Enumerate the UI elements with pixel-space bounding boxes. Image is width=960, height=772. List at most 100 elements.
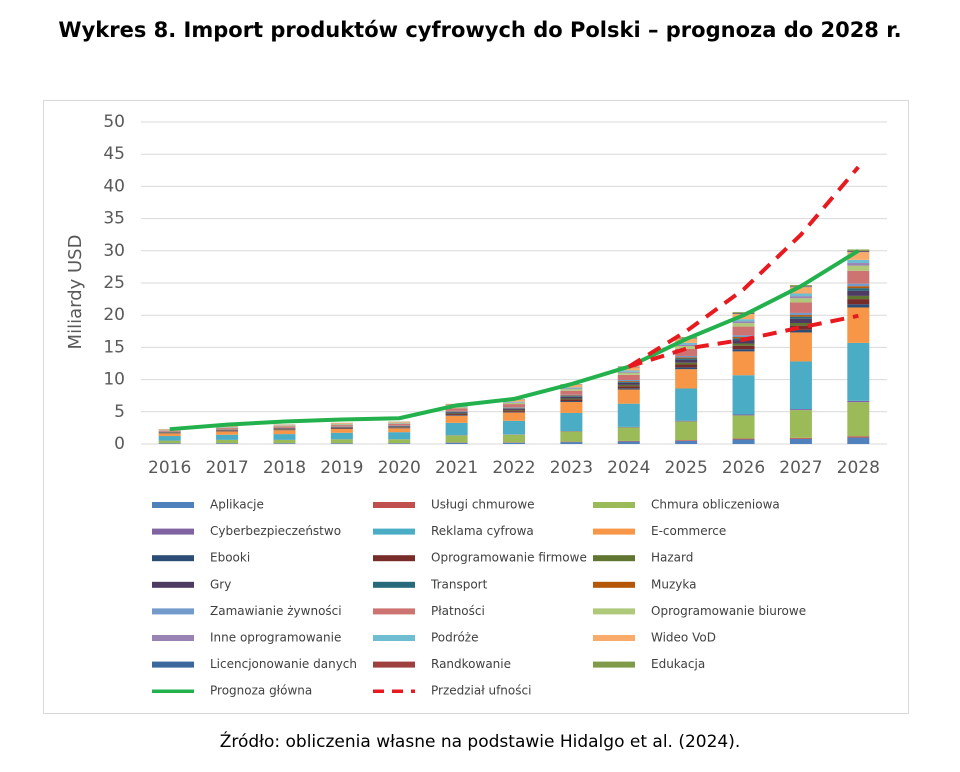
bar-segment xyxy=(847,288,870,291)
legend-label: Zamawianie żywności xyxy=(210,604,342,618)
bar-segment xyxy=(847,286,870,289)
bar-segment xyxy=(789,322,812,326)
bar-segment xyxy=(789,361,812,410)
bar-segment xyxy=(216,443,239,444)
bar-segment xyxy=(330,425,353,427)
bar-segment xyxy=(158,433,181,437)
bar-segment xyxy=(789,318,812,323)
bar-segment xyxy=(560,394,583,396)
bar-segment xyxy=(560,396,583,399)
bar-segment xyxy=(273,426,296,427)
y-tick-label: 30 xyxy=(103,241,125,261)
bar-segment xyxy=(847,342,870,401)
legend-label: Usługi chmurowe xyxy=(431,498,535,512)
bar-segment xyxy=(675,362,698,365)
legend-swatch xyxy=(152,555,194,562)
bar-segment xyxy=(617,374,640,380)
bar-segment xyxy=(445,407,468,409)
bar-segment xyxy=(503,402,525,403)
bar-segment xyxy=(847,290,870,296)
bar-segment xyxy=(675,359,698,363)
bar-segment xyxy=(675,346,698,349)
bar-segment xyxy=(732,321,755,324)
bar-segment xyxy=(445,415,468,423)
bar-segment xyxy=(330,428,353,433)
legend-label: Inne oprogramowanie xyxy=(210,631,341,645)
y-tick-label: 25 xyxy=(103,273,125,293)
bar-segment xyxy=(617,381,640,382)
bar-segment xyxy=(445,435,468,443)
bar-segment xyxy=(445,411,468,413)
bar-segment xyxy=(273,424,296,426)
legend-label: Przedział ufności xyxy=(431,684,531,698)
x-tick-label: 2022 xyxy=(492,458,535,478)
bar-segment xyxy=(503,401,525,403)
bar-segment xyxy=(789,329,812,333)
y-tick-label: 45 xyxy=(103,144,125,164)
x-tick-label: 2020 xyxy=(378,458,421,478)
legend-label: Edukacja xyxy=(651,657,705,671)
legend-label: Randkowanie xyxy=(431,657,511,671)
bar-segment xyxy=(445,422,468,436)
bar-segment xyxy=(847,259,870,264)
bar-segment xyxy=(330,428,353,429)
bar-segment xyxy=(617,403,640,427)
bar-segment xyxy=(732,343,755,346)
legend-swatch xyxy=(152,502,194,508)
bar-segment xyxy=(503,409,525,411)
bar-segment xyxy=(617,372,640,375)
bar-segment xyxy=(675,388,698,421)
bar-segment xyxy=(847,307,870,343)
bar-segment xyxy=(330,423,353,424)
legend-label: Gry xyxy=(210,577,231,591)
chart-frame xyxy=(43,100,909,714)
x-tick-label: 2028 xyxy=(837,458,880,478)
legend-label: Reklama cyfrowa xyxy=(431,524,534,538)
line-series xyxy=(627,165,860,369)
bar-segment xyxy=(560,388,583,390)
bar-segment xyxy=(445,414,468,416)
legend-label: Muzyka xyxy=(651,577,696,591)
legend-swatch xyxy=(593,608,635,615)
bar-segment xyxy=(732,438,755,440)
bar-segment xyxy=(732,345,755,350)
bar-segment xyxy=(445,413,468,415)
legend-swatch xyxy=(152,581,194,588)
legend-swatch xyxy=(593,635,635,641)
bar-segment xyxy=(789,302,812,313)
y-tick-label: 10 xyxy=(103,370,125,390)
bar-segment xyxy=(503,442,525,444)
bar-segment xyxy=(675,367,698,370)
bar-segment xyxy=(789,287,812,294)
bar-segment xyxy=(617,386,640,389)
y-tick-label: 5 xyxy=(114,402,125,422)
bar-segment xyxy=(503,408,525,410)
y-tick-label: 20 xyxy=(103,305,125,325)
legend-swatch xyxy=(373,661,415,668)
legend-swatch xyxy=(593,581,635,588)
legend-swatch xyxy=(593,502,635,508)
bar-segment xyxy=(617,370,640,372)
bar-segment xyxy=(330,439,353,444)
bar-segment xyxy=(732,335,755,338)
bar-segment xyxy=(789,409,812,411)
bar-segment xyxy=(675,420,698,422)
bar-segment xyxy=(847,436,870,438)
bar-segment xyxy=(388,443,411,444)
legend-label: Oprogramowanie biurowe xyxy=(651,604,806,618)
bar-segment xyxy=(273,428,296,430)
legend-label: Wideo VoD xyxy=(651,631,716,645)
legend-label: Transport xyxy=(430,577,488,591)
bar-segment xyxy=(216,428,239,430)
y-tick-label: 40 xyxy=(103,176,125,196)
bar-segment xyxy=(388,432,411,440)
x-tick-label: 2026 xyxy=(722,458,765,478)
bar-segment xyxy=(330,432,353,440)
legend-swatch xyxy=(373,635,415,641)
legend-swatch xyxy=(593,555,635,562)
bar-segment xyxy=(216,431,239,435)
bar-segment xyxy=(330,427,353,428)
bar-segment xyxy=(732,312,755,314)
